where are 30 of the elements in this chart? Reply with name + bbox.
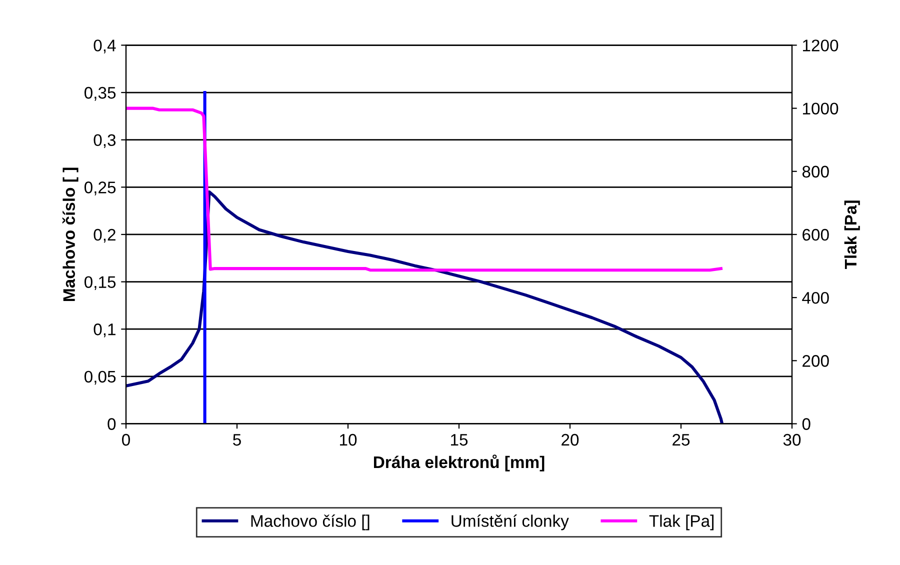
y-tick-label: 0,15 — [84, 276, 116, 290]
y2-tick-label: 200 — [802, 355, 829, 367]
y2-tick-label: 1200 — [802, 40, 838, 52]
x-tick-label: 20 — [562, 434, 579, 446]
x-axis-title: Dráha elektronů [mm] — [374, 454, 544, 472]
y2-tick-label: 1000 — [802, 102, 838, 114]
y-tick-label: 0,25 — [84, 182, 116, 196]
y-tick-label: 0,05 — [84, 370, 116, 385]
legend-label: Machovo číslo [] — [251, 514, 370, 530]
y-tick-label: 0,4 — [94, 40, 116, 54]
y2-axis-title: Tlak [Pa] — [844, 200, 860, 270]
y2-tick-label: 400 — [802, 292, 829, 304]
y-tick-label: 0,3 — [94, 134, 116, 148]
y-tick-label: 0,2 — [94, 228, 116, 243]
legend-label: Tlak [Pa] — [649, 514, 714, 530]
x-tick-label: 10 — [340, 434, 357, 446]
y-tick-label: 0 — [108, 418, 116, 430]
x-tick-label: 5 — [233, 434, 241, 446]
y-axis-title: Machovo číslo [ ] — [62, 168, 78, 301]
line-series — [126, 106, 722, 272]
y-tick-label: 0,1 — [94, 324, 116, 338]
x-tick-label: 0 — [122, 434, 130, 446]
x-tick-label: 25 — [672, 434, 690, 446]
x-tick-label: 15 — [451, 434, 468, 446]
legend-label: Umístění clonky — [452, 514, 569, 530]
y2-tick-label: 0 — [802, 418, 810, 430]
y2-tick-label: 800 — [802, 166, 829, 178]
y2-tick-label: 600 — [802, 228, 829, 241]
x-tick-label: 30 — [783, 434, 801, 446]
y-tick-label: 0,35 — [84, 86, 116, 101]
